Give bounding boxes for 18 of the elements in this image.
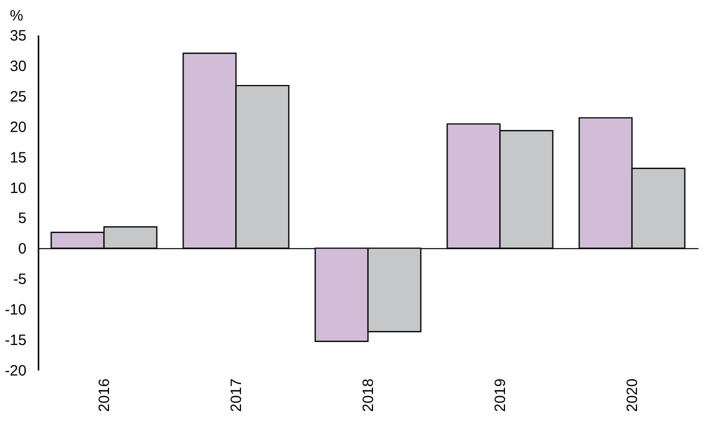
y-tick-label: 30 [10,58,26,75]
y-tick-label: 15 [10,149,26,166]
x-tick-label: 2016 [96,378,113,412]
y-tick-label: 0 [18,240,26,258]
y-tick-label: 25 [10,88,26,106]
x-tick-label: 2017 [228,378,245,412]
x-tick-label: 2019 [492,378,509,412]
y-tick-label: 35 [10,28,26,44]
y-tick-label: -10 [4,302,26,319]
y-tick-label: 5 [18,210,26,228]
y-tick-label: 20 [10,118,26,136]
y-tick-label: -15 [4,332,26,350]
y-tick-label: -20 [4,362,26,380]
y-tick-label: -5 [13,271,26,288]
x-tick-label: 2020 [624,378,641,412]
y-axis-title: % [10,8,24,24]
x-tick-label: 2018 [360,378,377,412]
y-tick-label: 10 [10,180,26,197]
